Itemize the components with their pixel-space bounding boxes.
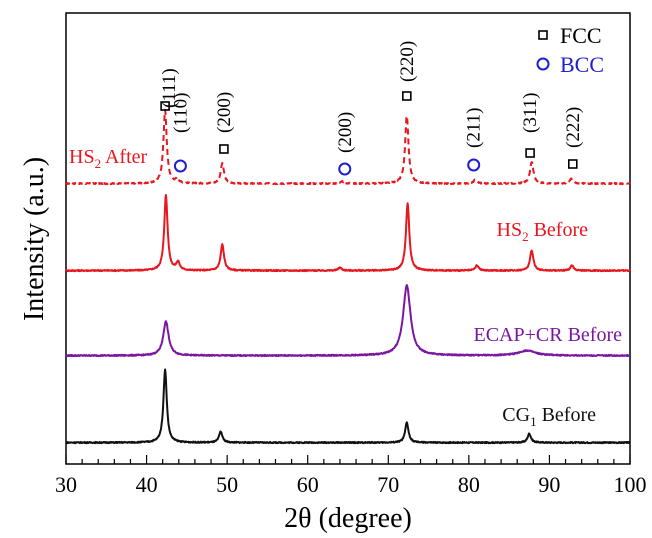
x-tick-label: 70 — [377, 472, 399, 497]
series-line-4 — [65, 368, 631, 445]
series-lines — [65, 109, 631, 445]
x-axis-label: 2θ (degree) — [284, 503, 412, 534]
series-line-2 — [65, 194, 631, 273]
fcc-marker — [525, 148, 535, 158]
peak-label: (311) — [520, 93, 541, 133]
y-axis-label: Intensity (a.u.) — [19, 157, 50, 321]
x-tick-label: 30 — [55, 472, 77, 497]
peak-label: (111) — [159, 68, 180, 108]
series-line-1 — [65, 109, 631, 186]
x-tick-label: 40 — [136, 472, 158, 497]
series-label-2: HS2 Before — [497, 219, 589, 244]
series-line-3 — [65, 284, 631, 358]
peak-label: (200) — [214, 92, 235, 133]
legend-label: FCC — [560, 23, 602, 48]
bcc-marker — [338, 162, 352, 176]
peak-label: (222) — [563, 107, 584, 148]
peak-annotations: (111)(110) (200) (200) (220) (211) (311) (222) — [159, 41, 584, 176]
peak-label: (220) — [397, 41, 418, 82]
legend: FCC BCC — [536, 23, 604, 77]
series-labels: HS2 After HS2 Before ECAP+CR Before CG1 Bef… — [69, 146, 622, 429]
peak-label: (211) — [464, 108, 485, 148]
x-tick-label: 60 — [297, 472, 319, 497]
legend-fcc-marker — [538, 30, 548, 40]
peak-label: (200) — [335, 112, 356, 153]
x-tick-label: 50 — [216, 472, 238, 497]
x-axis-ticks: 30 40 50 60 70 80 90 100 — [55, 455, 647, 497]
fcc-marker — [160, 101, 170, 111]
series-label-1: HS2 After — [69, 146, 148, 171]
x-tick-label: 100 — [614, 472, 647, 497]
legend-label: BCC — [560, 52, 604, 77]
fcc-marker — [219, 144, 229, 154]
series-label-4: CG1 Before — [502, 404, 596, 429]
fcc-marker — [567, 159, 578, 169]
plot-frame — [65, 12, 631, 465]
bcc-marker — [467, 158, 481, 172]
peak-label: (110) — [170, 93, 191, 133]
x-tick-label: 80 — [458, 472, 480, 497]
x-tick-label: 90 — [538, 472, 560, 497]
series-label-3: ECAP+CR Before — [474, 324, 623, 346]
legend-bcc-marker — [536, 57, 550, 71]
fcc-marker — [402, 91, 412, 101]
bcc-marker — [173, 159, 187, 173]
